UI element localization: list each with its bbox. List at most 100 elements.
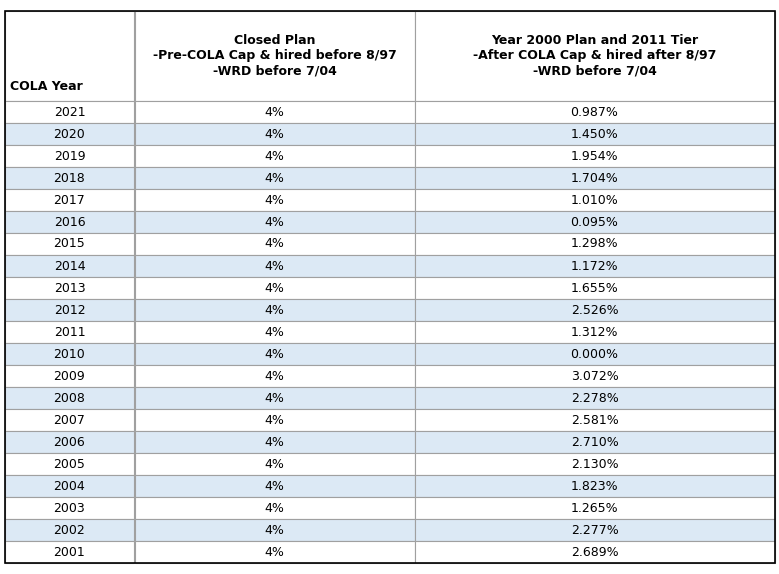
- Bar: [5, 343, 135, 365]
- Text: 1.823%: 1.823%: [571, 479, 619, 492]
- Bar: [5, 255, 135, 277]
- Bar: [414, 475, 774, 497]
- Bar: [414, 167, 774, 189]
- Text: 4%: 4%: [265, 193, 284, 207]
- Text: 4%: 4%: [265, 413, 284, 426]
- Bar: [5, 431, 135, 453]
- Bar: [5, 211, 135, 233]
- Text: 4%: 4%: [265, 457, 284, 471]
- Text: 4%: 4%: [265, 325, 284, 339]
- Bar: [5, 101, 135, 123]
- Text: 2016: 2016: [54, 215, 86, 228]
- Text: 2002: 2002: [54, 523, 86, 537]
- Bar: [5, 123, 135, 145]
- Text: 2015: 2015: [54, 238, 86, 250]
- Bar: [414, 541, 774, 563]
- Bar: [414, 453, 774, 475]
- Text: 0.000%: 0.000%: [570, 347, 619, 360]
- Text: 4%: 4%: [265, 545, 284, 559]
- Text: 2018: 2018: [54, 172, 86, 184]
- Text: Year 2000 Plan and 2011 Tier
-After COLA Cap & hired after 8/97
-WRD before 7/04: Year 2000 Plan and 2011 Tier -After COLA…: [473, 34, 716, 77]
- Bar: [414, 321, 774, 343]
- Bar: [5, 409, 135, 431]
- Text: 2010: 2010: [54, 347, 86, 360]
- Text: 4%: 4%: [265, 391, 284, 405]
- Bar: [135, 211, 414, 233]
- Bar: [5, 365, 135, 387]
- Text: COLA Year: COLA Year: [10, 80, 83, 93]
- Text: 4%: 4%: [265, 127, 284, 141]
- Bar: [414, 211, 774, 233]
- Bar: [5, 167, 135, 189]
- Bar: [414, 409, 774, 431]
- Bar: [5, 145, 135, 167]
- Bar: [135, 189, 414, 211]
- Bar: [5, 453, 135, 475]
- Text: 1.704%: 1.704%: [571, 172, 619, 184]
- Text: 4%: 4%: [265, 436, 284, 448]
- Text: 4%: 4%: [265, 215, 284, 228]
- Bar: [414, 233, 774, 255]
- Bar: [135, 453, 414, 475]
- Text: 1.298%: 1.298%: [571, 238, 619, 250]
- Text: 3.072%: 3.072%: [571, 370, 619, 382]
- Text: 4%: 4%: [265, 304, 284, 316]
- Text: 1.450%: 1.450%: [571, 127, 619, 141]
- Bar: [5, 11, 135, 101]
- Bar: [135, 365, 414, 387]
- Bar: [135, 233, 414, 255]
- Text: 2.277%: 2.277%: [571, 523, 619, 537]
- Text: 2021: 2021: [54, 106, 86, 118]
- Text: 1.655%: 1.655%: [571, 281, 619, 294]
- Bar: [5, 475, 135, 497]
- Bar: [135, 321, 414, 343]
- Bar: [414, 343, 774, 365]
- Bar: [414, 387, 774, 409]
- Text: 4%: 4%: [265, 106, 284, 118]
- Text: 1.954%: 1.954%: [571, 149, 619, 162]
- Bar: [135, 431, 414, 453]
- Bar: [5, 277, 135, 299]
- Text: 2.278%: 2.278%: [571, 391, 619, 405]
- Text: 2.526%: 2.526%: [571, 304, 619, 316]
- Text: 4%: 4%: [265, 502, 284, 514]
- Bar: [5, 497, 135, 519]
- Bar: [135, 519, 414, 541]
- Bar: [5, 299, 135, 321]
- Text: 2.689%: 2.689%: [571, 545, 619, 559]
- Bar: [135, 497, 414, 519]
- Text: 4%: 4%: [265, 259, 284, 273]
- Text: 4%: 4%: [265, 172, 284, 184]
- Bar: [135, 475, 414, 497]
- Bar: [414, 497, 774, 519]
- Bar: [135, 145, 414, 167]
- Text: 2006: 2006: [54, 436, 86, 448]
- Text: 2012: 2012: [54, 304, 86, 316]
- Bar: [414, 519, 774, 541]
- Bar: [135, 101, 414, 123]
- Text: 4%: 4%: [265, 523, 284, 537]
- Text: 4%: 4%: [265, 479, 284, 492]
- Bar: [5, 541, 135, 563]
- Bar: [414, 277, 774, 299]
- Text: Closed Plan
-Pre-COLA Cap & hired before 8/97
-WRD before 7/04: Closed Plan -Pre-COLA Cap & hired before…: [153, 34, 397, 77]
- Bar: [414, 189, 774, 211]
- Text: 0.987%: 0.987%: [570, 106, 619, 118]
- Bar: [5, 233, 135, 255]
- Bar: [135, 387, 414, 409]
- Text: 4%: 4%: [265, 347, 284, 360]
- Text: 1.010%: 1.010%: [571, 193, 619, 207]
- Bar: [135, 299, 414, 321]
- Bar: [135, 123, 414, 145]
- Bar: [414, 299, 774, 321]
- Text: 2.581%: 2.581%: [571, 413, 619, 426]
- Bar: [135, 167, 414, 189]
- Text: 4%: 4%: [265, 238, 284, 250]
- Bar: [414, 365, 774, 387]
- Text: 2004: 2004: [54, 479, 86, 492]
- Bar: [135, 343, 414, 365]
- Text: 4%: 4%: [265, 370, 284, 382]
- Text: 2008: 2008: [54, 391, 86, 405]
- Text: 1.265%: 1.265%: [571, 502, 619, 514]
- Bar: [5, 519, 135, 541]
